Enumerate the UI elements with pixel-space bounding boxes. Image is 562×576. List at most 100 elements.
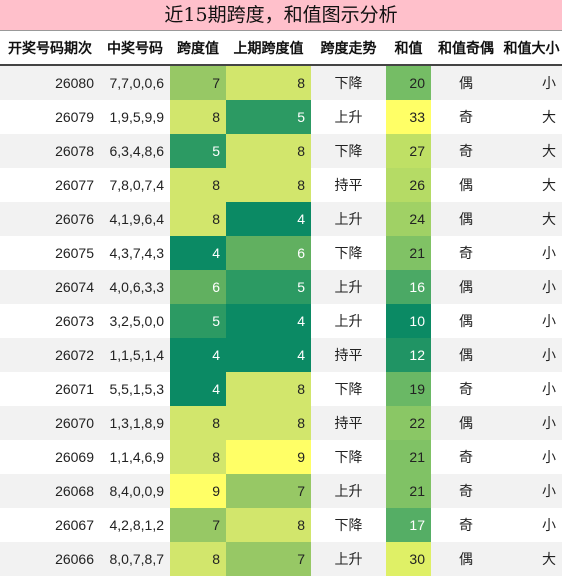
- table-header-row: 开奖号码期次 中奖号码 跨度值 上期跨度值 跨度走势 和值 和值奇偶 和值大小: [0, 31, 562, 65]
- table-body: 26080 7,7,0,0,6 7 8 下降 20 偶小 26079 1,9,5,9,9 8 5 上升…: [0, 65, 562, 576]
- cell-numbers: 8,0,7,8,7: [100, 542, 170, 576]
- cell-span: 8: [170, 100, 226, 134]
- cell-numbers: 7,7,0,0,6: [100, 65, 170, 100]
- cell-sum: 21: [386, 440, 431, 474]
- cell-size: 大: [501, 542, 562, 576]
- cell-prev-span: 8: [226, 406, 311, 440]
- cell-sum: 24: [386, 202, 431, 236]
- cell-parity: 偶: [431, 338, 501, 372]
- cell-size: 小: [501, 236, 562, 270]
- cell-prev-span: 4: [226, 304, 311, 338]
- cell-span: 4: [170, 338, 226, 372]
- header-span: 跨度值: [170, 31, 226, 65]
- cell-numbers: 8,4,0,0,9: [100, 474, 170, 508]
- cell-span: 8: [170, 168, 226, 202]
- cell-size: 小: [501, 474, 562, 508]
- cell-sum: 16: [386, 270, 431, 304]
- cell-span: 5: [170, 134, 226, 168]
- table-row: 26078 6,3,4,8,6 5 8 下降 27 奇大: [0, 134, 562, 168]
- cell-prev-span: 8: [226, 508, 311, 542]
- cell-numbers: 1,1,5,1,4: [100, 338, 170, 372]
- cell-period: 26071: [0, 372, 100, 406]
- cell-period: 26068: [0, 474, 100, 508]
- cell-numbers: 6,3,4,8,6: [100, 134, 170, 168]
- cell-numbers: 1,9,5,9,9: [100, 100, 170, 134]
- cell-prev-span: 5: [226, 100, 311, 134]
- cell-period: 26080: [0, 65, 100, 100]
- header-prev-span: 上期跨度值: [226, 31, 311, 65]
- cell-prev-span: 6: [226, 236, 311, 270]
- cell-sum: 30: [386, 542, 431, 576]
- cell-span: 4: [170, 236, 226, 270]
- cell-parity: 偶: [431, 168, 501, 202]
- header-parity: 和值奇偶: [431, 31, 501, 65]
- cell-numbers: 7,8,0,7,4: [100, 168, 170, 202]
- cell-size: 大: [501, 100, 562, 134]
- cell-numbers: 1,3,1,8,9: [100, 406, 170, 440]
- cell-trend: 下降: [311, 372, 386, 406]
- table-row: 26069 1,1,4,6,9 8 9 下降 21 奇小: [0, 440, 562, 474]
- cell-span: 8: [170, 440, 226, 474]
- cell-parity: 偶: [431, 270, 501, 304]
- table-row: 26066 8,0,7,8,7 8 7 上升 30 偶大: [0, 542, 562, 576]
- header-trend: 跨度走势: [311, 31, 386, 65]
- cell-numbers: 1,1,4,6,9: [100, 440, 170, 474]
- cell-sum: 20: [386, 65, 431, 100]
- cell-trend: 持平: [311, 406, 386, 440]
- cell-prev-span: 4: [226, 202, 311, 236]
- cell-numbers: 4,1,9,6,4: [100, 202, 170, 236]
- cell-trend: 持平: [311, 168, 386, 202]
- cell-size: 小: [501, 65, 562, 100]
- cell-period: 26073: [0, 304, 100, 338]
- cell-parity: 奇: [431, 440, 501, 474]
- cell-parity: 奇: [431, 134, 501, 168]
- header-size: 和值大小: [501, 31, 562, 65]
- cell-period: 26078: [0, 134, 100, 168]
- header-sum: 和值: [386, 31, 431, 65]
- cell-prev-span: 8: [226, 372, 311, 406]
- cell-sum: 21: [386, 236, 431, 270]
- cell-span: 7: [170, 65, 226, 100]
- cell-numbers: 4,0,6,3,3: [100, 270, 170, 304]
- cell-sum: 22: [386, 406, 431, 440]
- cell-span: 4: [170, 372, 226, 406]
- cell-trend: 上升: [311, 304, 386, 338]
- cell-numbers: 4,3,7,4,3: [100, 236, 170, 270]
- table-row: 26070 1,3,1,8,9 8 8 持平 22 偶小: [0, 406, 562, 440]
- cell-prev-span: 9: [226, 440, 311, 474]
- cell-size: 小: [501, 270, 562, 304]
- cell-sum: 21: [386, 474, 431, 508]
- cell-size: 小: [501, 338, 562, 372]
- cell-trend: 上升: [311, 542, 386, 576]
- cell-sum: 12: [386, 338, 431, 372]
- header-period: 开奖号码期次: [0, 31, 100, 65]
- cell-parity: 奇: [431, 508, 501, 542]
- cell-span: 7: [170, 508, 226, 542]
- cell-parity: 奇: [431, 236, 501, 270]
- table-row: 26071 5,5,1,5,3 4 8 下降 19 奇小: [0, 372, 562, 406]
- cell-period: 26076: [0, 202, 100, 236]
- cell-sum: 19: [386, 372, 431, 406]
- header-numbers: 中奖号码: [100, 31, 170, 65]
- cell-span: 8: [170, 202, 226, 236]
- cell-numbers: 4,2,8,1,2: [100, 508, 170, 542]
- cell-sum: 27: [386, 134, 431, 168]
- cell-trend: 下降: [311, 440, 386, 474]
- cell-trend: 下降: [311, 134, 386, 168]
- cell-trend: 下降: [311, 508, 386, 542]
- cell-sum: 26: [386, 168, 431, 202]
- cell-parity: 偶: [431, 542, 501, 576]
- cell-span: 8: [170, 542, 226, 576]
- cell-prev-span: 4: [226, 338, 311, 372]
- cell-trend: 上升: [311, 100, 386, 134]
- table-row: 26079 1,9,5,9,9 8 5 上升 33 奇大: [0, 100, 562, 134]
- cell-period: 26067: [0, 508, 100, 542]
- cell-trend: 下降: [311, 236, 386, 270]
- cell-prev-span: 7: [226, 542, 311, 576]
- cell-sum: 10: [386, 304, 431, 338]
- table-row: 26076 4,1,9,6,4 8 4 上升 24 偶大: [0, 202, 562, 236]
- cell-span: 8: [170, 406, 226, 440]
- cell-sum: 17: [386, 508, 431, 542]
- cell-size: 大: [501, 202, 562, 236]
- table-row: 26072 1,1,5,1,4 4 4 持平 12 偶小: [0, 338, 562, 372]
